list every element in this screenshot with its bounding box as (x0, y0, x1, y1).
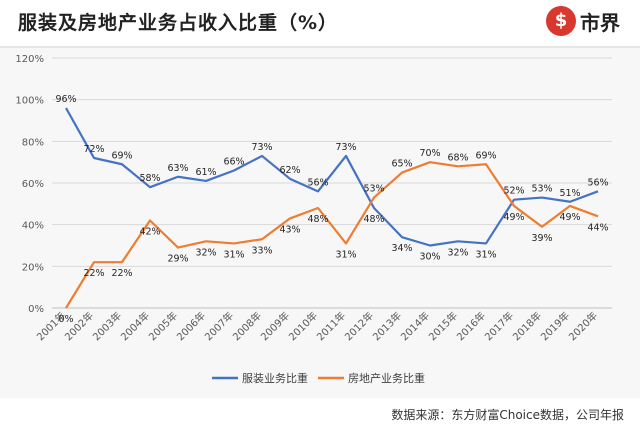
x-tick-label: 2006年 (174, 309, 208, 343)
line-chart: 0%20%40%60%80%100%120%2001年2002年2003年200… (15, 54, 612, 385)
y-tick-label: 120% (15, 54, 44, 65)
data-label: 49% (503, 212, 524, 223)
data-label: 63% (167, 163, 188, 174)
x-tick-label: 2016年 (454, 309, 488, 343)
y-tick-label: 20% (22, 262, 44, 273)
data-label: 51% (559, 188, 580, 199)
data-source-note: 数据来源：东方财富Choice数据，公司年报 (391, 408, 624, 422)
data-label: 68% (447, 152, 468, 163)
x-tick-label: 2005年 (146, 309, 180, 343)
data-label: 73% (251, 142, 272, 153)
data-label: 70% (419, 148, 440, 159)
x-tick-label: 2015年 (426, 309, 460, 343)
x-tick-label: 2008年 (230, 309, 264, 343)
series-line-apparel (65, 107, 599, 247)
data-label: 56% (307, 177, 328, 188)
data-label: 22% (111, 268, 132, 279)
logo-icon: $ (546, 6, 576, 36)
x-tick-label: 2017年 (482, 309, 516, 343)
data-label: 31% (335, 249, 356, 260)
x-tick-label: 2018年 (510, 309, 544, 343)
data-label: 52% (503, 186, 524, 197)
data-label: 44% (587, 222, 608, 233)
data-label: 32% (195, 247, 216, 258)
data-label: 39% (531, 233, 552, 244)
data-label: 34% (391, 243, 412, 254)
data-label: 49% (559, 212, 580, 223)
data-label: 42% (139, 227, 160, 238)
x-tick-label: 2003年 (90, 309, 124, 343)
x-tick-label: 2009年 (258, 309, 292, 343)
header: 服装及房地产业务占收入比重（%） $ 市界 (0, 0, 640, 48)
y-tick-label: 80% (22, 137, 44, 148)
data-label: 66% (223, 157, 244, 168)
data-label: 53% (363, 184, 384, 195)
data-label: 43% (279, 224, 300, 235)
data-label: 0% (58, 314, 73, 325)
data-label: 32% (447, 247, 468, 258)
y-tick-label: 60% (22, 179, 44, 190)
data-label: 69% (111, 150, 132, 161)
brand-logo: $ 市界 (546, 6, 620, 36)
data-label: 30% (419, 252, 440, 263)
footer: 数据来源：东方财富Choice数据，公司年报 (0, 398, 640, 430)
y-tick-label: 100% (15, 96, 44, 107)
data-label: 62% (279, 165, 300, 176)
data-label: 69% (475, 150, 496, 161)
data-label: 29% (167, 254, 188, 265)
x-tick-label: 2004年 (118, 309, 152, 343)
x-tick-label: 2010年 (286, 309, 320, 343)
logo-text: 市界 (580, 10, 620, 35)
data-label: 31% (475, 249, 496, 260)
x-tick-label: 2007年 (202, 309, 236, 343)
data-label: 22% (83, 268, 104, 279)
series-line-realestate (65, 161, 599, 309)
x-tick-label: 2020年 (566, 309, 600, 343)
data-label: 65% (391, 159, 412, 170)
x-tick-label: 2013年 (370, 309, 404, 343)
legend-label: 服装业务比重 (242, 371, 308, 385)
data-label: 48% (363, 214, 384, 225)
page-title: 服装及房地产业务占收入比重（%） (18, 12, 339, 34)
data-label: 73% (335, 142, 356, 153)
chart-area: 0% 20% 40% 60% 80% 100% 120% 2001年 2002年 2003年 200… (0, 48, 640, 398)
data-label: 33% (251, 245, 272, 256)
data-label: 31% (223, 249, 244, 260)
x-tick-label: 2019年 (538, 309, 572, 343)
data-label: 48% (307, 214, 328, 225)
y-tick-label: 0% (28, 304, 44, 315)
data-label: 53% (531, 184, 552, 195)
data-label: 96% (55, 94, 76, 105)
y-tick-label: 40% (22, 221, 44, 232)
x-tick-label: 2012年 (342, 309, 376, 343)
data-label: 72% (83, 144, 104, 155)
data-label: 61% (195, 167, 216, 178)
x-tick-label: 2014年 (398, 309, 432, 343)
data-label: 56% (587, 177, 608, 188)
x-tick-label: 2011年 (314, 309, 348, 343)
legend-label: 房地产业务比重 (348, 371, 425, 385)
data-label: 58% (139, 173, 160, 184)
